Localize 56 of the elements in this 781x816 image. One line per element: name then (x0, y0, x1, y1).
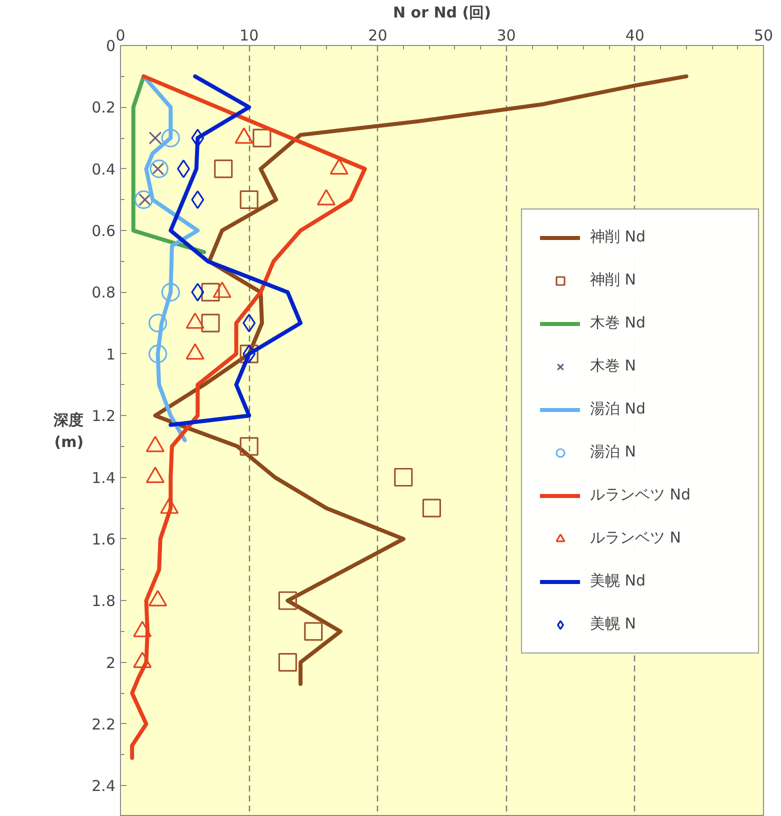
point (201, 282, 220, 302)
y-tick-label: 1 (106, 345, 116, 364)
x-tick-label: 30 (496, 26, 516, 44)
point (148, 314, 168, 332)
x-tick-label: 40 (625, 26, 644, 44)
line-series (153, 74, 688, 686)
line-series (130, 74, 367, 760)
legend-label: 湯泊 Nd (590, 400, 647, 418)
point (394, 468, 413, 487)
point (242, 314, 256, 332)
y-tick-label: 1.2 (92, 407, 116, 426)
y-tick-label: 1.8 (92, 592, 116, 610)
point (422, 498, 442, 518)
legend-label: ルランベツ Nd (590, 486, 692, 504)
legend-label: 湯泊 N (590, 442, 637, 462)
point (201, 314, 220, 332)
point (278, 653, 297, 672)
point (191, 128, 204, 148)
point (161, 128, 180, 148)
y-tick-label: 1.4 (92, 468, 116, 487)
point (278, 591, 297, 610)
point (150, 160, 168, 178)
legend-label: 木巻 Nd (590, 314, 647, 332)
legend-label: 神削 N (590, 270, 637, 290)
y-tick-label: 0.4 (92, 160, 116, 178)
point (191, 190, 204, 209)
y-tick-label: 0.8 (92, 284, 116, 302)
legend-label: 木巻 N (590, 356, 637, 376)
point (304, 622, 323, 641)
y-tick-label: 1.6 (92, 530, 116, 548)
y-tick-label: 2.4 (92, 777, 116, 796)
point (148, 132, 162, 144)
point (240, 344, 258, 364)
line-series (168, 74, 303, 427)
point (148, 344, 168, 364)
point (214, 160, 233, 178)
y-tick-label: 2 (106, 654, 116, 672)
x-tick-label: 20 (368, 26, 388, 44)
point (242, 344, 256, 364)
y-tick-label: 0.6 (92, 222, 116, 240)
y-axis-title: 深度 (m) (52, 411, 84, 451)
legend-label: 神削 Nd (590, 228, 647, 246)
y-tick-label: 2.2 (92, 715, 116, 734)
point (240, 190, 258, 209)
point (161, 282, 180, 302)
x-axis-title: N or Nd (回) (393, 4, 491, 22)
legend-label: ルランベツ N (590, 528, 682, 548)
point (252, 128, 272, 148)
line-series (131, 74, 206, 254)
point (134, 190, 153, 209)
y-tick-label: 0.2 (92, 98, 116, 117)
legend-label: 美幌 Nd (590, 572, 647, 590)
legend-label: 美幌 N (590, 614, 637, 634)
x-tick-label: 10 (240, 26, 259, 44)
x-tick-label: 50 (754, 26, 774, 44)
point (240, 437, 258, 456)
